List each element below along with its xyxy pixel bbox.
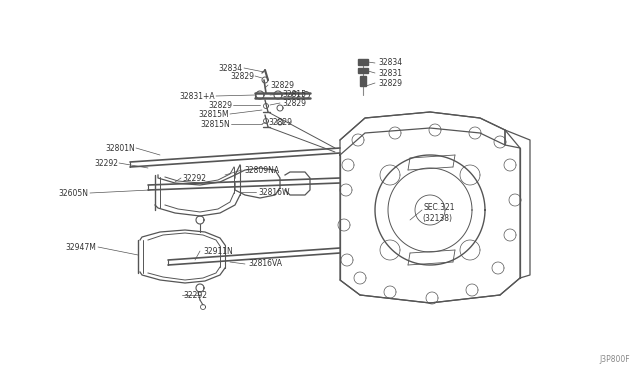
- Bar: [358, 68, 368, 73]
- Text: 32831+A: 32831+A: [179, 92, 215, 100]
- Text: 32801N: 32801N: [105, 144, 135, 153]
- Text: 32829: 32829: [282, 99, 306, 108]
- Text: 32815N: 32815N: [200, 119, 230, 128]
- Text: 32911N: 32911N: [203, 247, 233, 256]
- Text: 32292: 32292: [182, 173, 206, 183]
- Text: 32947M: 32947M: [65, 243, 96, 251]
- Bar: [360, 76, 366, 86]
- Text: SEC.321: SEC.321: [424, 202, 456, 212]
- Text: 32831: 32831: [378, 68, 402, 77]
- Text: (32138): (32138): [422, 214, 452, 222]
- Text: 32816W: 32816W: [258, 187, 289, 196]
- Text: 32829: 32829: [230, 71, 254, 80]
- Text: J3P800F: J3P800F: [600, 355, 630, 364]
- Text: 32809NA: 32809NA: [244, 166, 279, 174]
- Text: 32292: 32292: [94, 158, 118, 167]
- Text: 32834: 32834: [219, 64, 243, 73]
- Text: 32829: 32829: [268, 118, 292, 126]
- Text: 32829: 32829: [270, 80, 294, 90]
- Text: 32815: 32815: [282, 90, 306, 99]
- Text: 32292: 32292: [183, 291, 207, 299]
- Text: 32829: 32829: [208, 100, 232, 109]
- Text: 32816VA: 32816VA: [248, 260, 282, 269]
- Text: 32605N: 32605N: [58, 189, 88, 198]
- Text: 32829: 32829: [378, 78, 402, 87]
- Text: 32834: 32834: [378, 58, 402, 67]
- Text: 32815M: 32815M: [198, 109, 229, 119]
- Bar: [358, 59, 368, 65]
